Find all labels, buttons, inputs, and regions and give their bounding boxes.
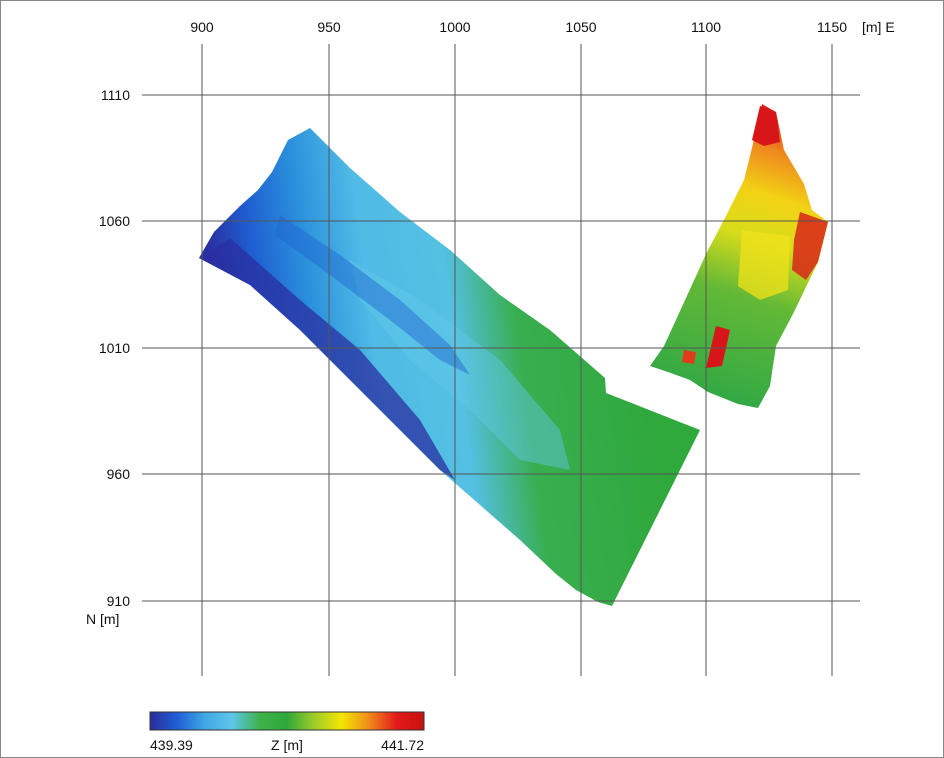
y-axis-unit-label: N [m] — [86, 611, 119, 627]
colorbar-swatch — [149, 711, 425, 731]
x-tick-label: 1150 — [817, 19, 847, 35]
y-axis-ticks: 1110 1060 1010 960 910 — [99, 87, 130, 609]
colorbar-max-label: 441.72 — [381, 737, 424, 753]
y-tick-label: 910 — [107, 593, 131, 609]
colorbar: 439.39 Z [m] 441.72 — [149, 711, 425, 753]
x-tick-label: 900 — [190, 19, 214, 35]
survey-area-b — [650, 104, 828, 408]
x-tick-label: 1100 — [691, 19, 721, 35]
colorbar-min-label: 439.39 — [150, 737, 193, 753]
survey-area-b-red-spot — [706, 326, 730, 368]
survey-area-a — [199, 128, 700, 606]
x-tick-label: 1000 — [439, 19, 470, 35]
x-axis-ticks: 900 950 1000 1050 1100 1150 — [190, 19, 847, 35]
survey-area-a-streak — [350, 260, 570, 470]
survey-area-a-blue-streak — [275, 215, 470, 375]
x-tick-label: 950 — [317, 19, 341, 35]
colorbar-title: Z [m] — [271, 737, 303, 753]
survey-area-b-yellow-zone — [738, 230, 790, 300]
y-tick-label: 1110 — [101, 87, 130, 103]
y-tick-label: 960 — [107, 466, 131, 482]
survey-area-b-red-dot — [682, 350, 696, 364]
survey-area-b-red-ridge — [792, 212, 828, 280]
grid — [142, 44, 860, 676]
y-tick-label: 1010 — [99, 340, 130, 356]
x-axis-unit-label: [m] E — [862, 19, 895, 35]
y-tick-label: 1060 — [99, 213, 130, 229]
survey-area-b-red-peak-top — [752, 106, 780, 146]
x-tick-label: 1050 — [565, 19, 596, 35]
survey-area-a-deep-band — [199, 238, 455, 480]
